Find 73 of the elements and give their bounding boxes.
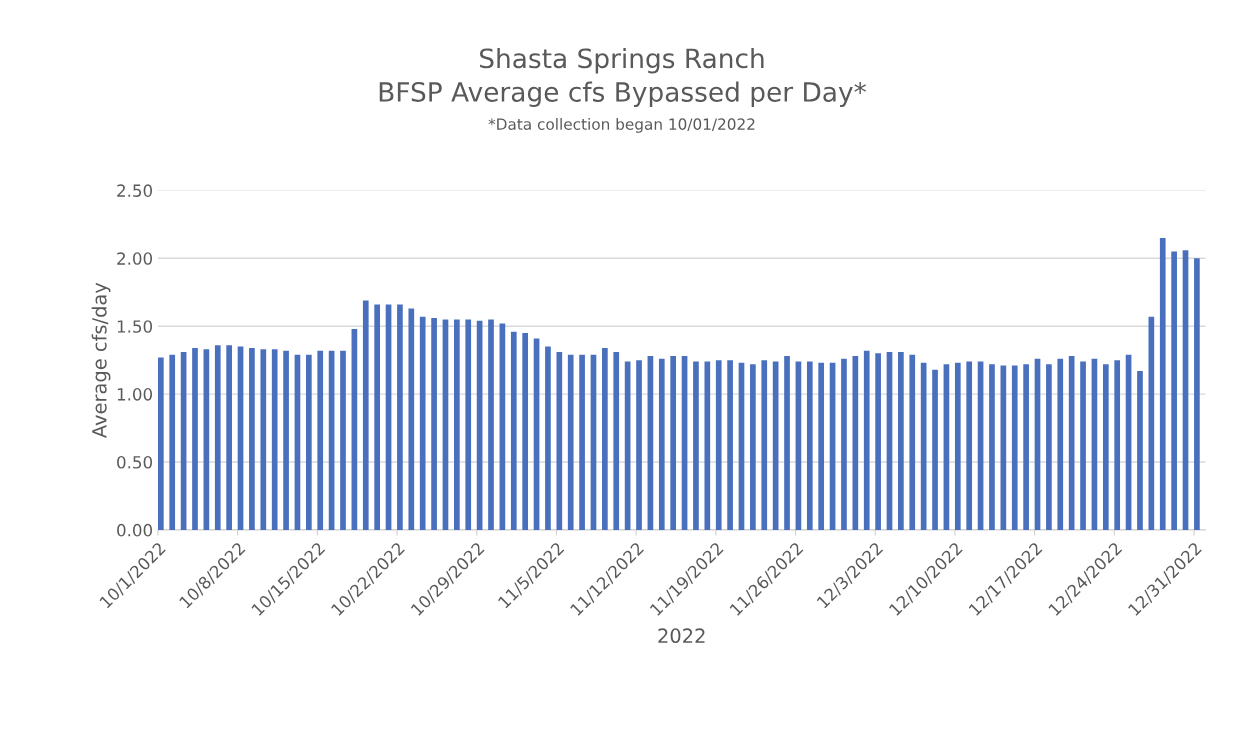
bar — [806, 361, 813, 530]
bar — [1137, 371, 1143, 530]
bar — [1171, 251, 1177, 530]
bar — [431, 318, 437, 530]
bar — [715, 360, 722, 530]
bar — [1159, 237, 1166, 530]
bar — [1102, 364, 1109, 530]
bar — [784, 356, 790, 530]
bar — [932, 369, 938, 530]
bar — [214, 345, 221, 530]
bar — [465, 319, 472, 530]
bar — [602, 347, 608, 530]
bar — [818, 362, 825, 530]
bar — [658, 358, 665, 530]
bar — [1023, 364, 1029, 530]
bar — [340, 350, 346, 530]
bar — [419, 316, 426, 530]
bar — [636, 360, 642, 530]
bar — [613, 352, 620, 530]
bar — [374, 304, 380, 530]
bar — [863, 350, 870, 530]
bar — [157, 357, 164, 530]
bar — [283, 350, 289, 530]
bar — [1046, 364, 1052, 530]
bar — [693, 361, 699, 530]
y-tick-label: 0.50 — [117, 455, 153, 469]
bar — [454, 319, 460, 530]
bar — [1114, 360, 1121, 530]
bar — [954, 362, 961, 530]
bar — [522, 332, 529, 530]
bar — [750, 364, 756, 530]
bar — [317, 350, 324, 530]
bar — [545, 346, 551, 530]
y-tick-label: 1.00 — [117, 388, 153, 401]
bar — [852, 356, 859, 530]
bar — [761, 360, 768, 530]
bar — [488, 319, 494, 530]
bar — [966, 361, 973, 530]
y-tick-label: 0.00 — [117, 523, 153, 537]
bar — [704, 361, 711, 530]
bar — [556, 352, 563, 530]
bar — [1057, 358, 1064, 530]
bar — [841, 358, 847, 530]
bar — [1194, 258, 1200, 530]
bar — [271, 349, 278, 530]
bar — [670, 356, 677, 530]
bar — [875, 353, 881, 530]
bar — [226, 345, 232, 530]
bar — [567, 354, 574, 530]
bar — [397, 304, 403, 530]
bar — [169, 354, 176, 530]
bar — [260, 349, 267, 530]
bar — [1080, 361, 1086, 530]
bar — [579, 354, 585, 530]
y-tick-label: 1.50 — [117, 320, 153, 333]
x-axis-title: 2022 — [658, 628, 705, 644]
chart-subtitle: *Data collection began 10/01/2022 — [488, 118, 755, 133]
bar — [249, 347, 255, 530]
y-axis-title: Average cfs/day — [91, 282, 111, 438]
y-tick-label: 2.00 — [117, 252, 153, 265]
bar — [192, 347, 198, 530]
bar — [306, 354, 312, 530]
bar — [909, 354, 916, 530]
y-tick-label: 2.50 — [117, 184, 153, 197]
bar — [510, 331, 517, 530]
bar — [362, 300, 369, 530]
chart-title: Shasta Springs Ranch BFSP Average cfs Bypassed per Day* — [379, 47, 866, 108]
bar — [1011, 365, 1018, 530]
bar — [898, 352, 904, 530]
bar — [1068, 356, 1075, 530]
bar — [989, 364, 995, 530]
bar — [727, 360, 733, 530]
bar — [408, 308, 415, 530]
